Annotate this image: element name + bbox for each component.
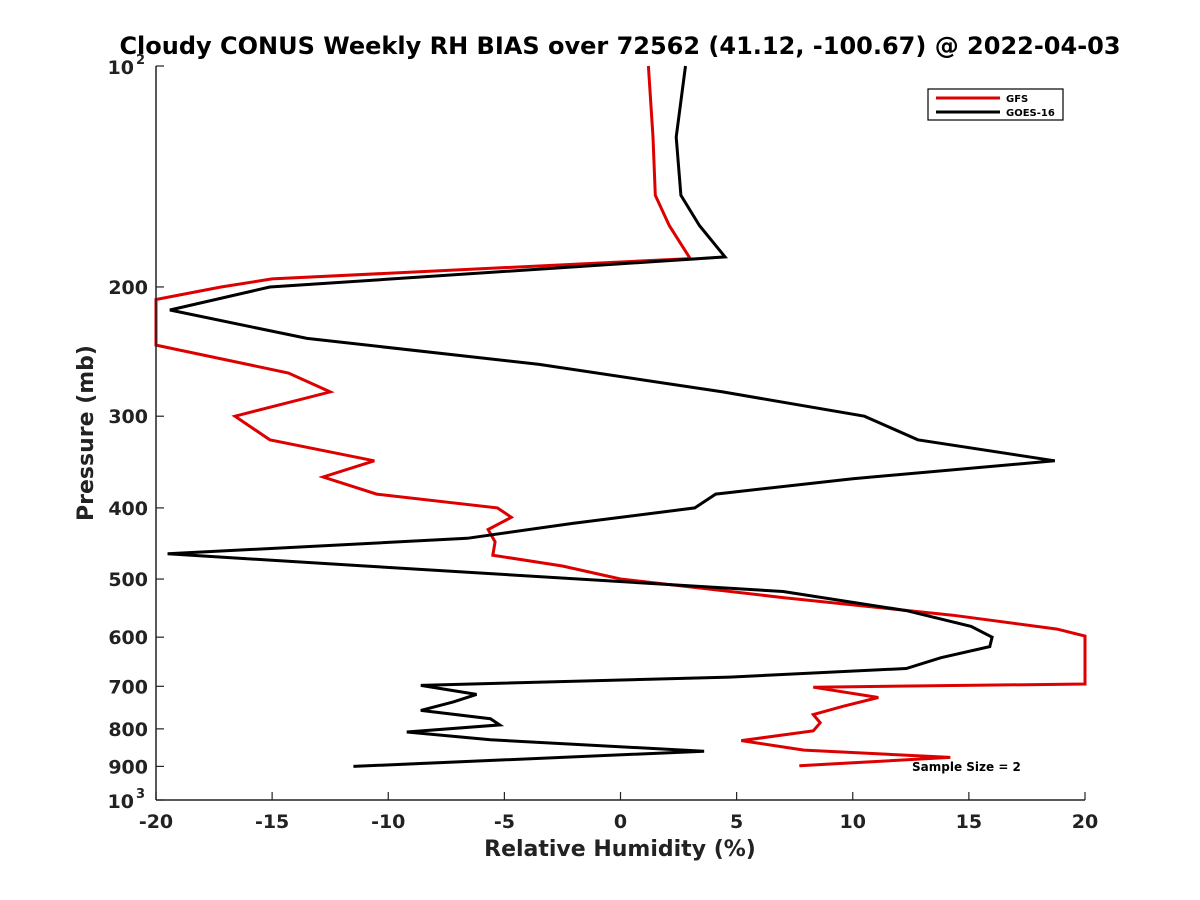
y-tick-exponent: 3	[136, 787, 145, 802]
sample-size-annotation: Sample Size = 2	[912, 760, 1021, 774]
x-tick-label: 15	[956, 811, 982, 833]
legend-label: GOES-16	[1006, 108, 1055, 119]
x-tick-label: 20	[1072, 811, 1098, 833]
legend: GFS GOES-16	[927, 88, 1064, 121]
x-ticks: -20 -15 -10 -5 0 5 10 15 20	[139, 792, 1098, 833]
y-tick-label: 300	[108, 406, 148, 428]
x-axis-label: Relative Humidity (%)	[484, 837, 756, 862]
x-tick-label: -20	[139, 811, 173, 833]
y-tick-label: 800	[108, 719, 148, 741]
y-tick-label: 900	[108, 756, 148, 778]
series-line-goes-16	[167, 65, 1056, 768]
x-tick-label: 10	[840, 811, 866, 833]
x-tick-label: -10	[371, 811, 405, 833]
x-tick-label: -5	[494, 811, 515, 833]
x-tick-label: 0	[614, 811, 627, 833]
plot-area: -20 -15 -10 -5 0 5 10 15 20 10 220030040050060070…	[108, 53, 1099, 833]
y-tick-label: 10	[108, 57, 134, 79]
y-tick-label: 600	[108, 627, 148, 649]
x-tick-label: 5	[730, 811, 743, 833]
y-tick-label: 400	[108, 498, 148, 520]
y-tick-label: 200	[108, 277, 148, 299]
y-tick-exponent: 2	[136, 53, 145, 68]
x-tick-label: -15	[255, 811, 289, 833]
y-tick-label: 500	[108, 569, 148, 591]
y-axis-label: Pressure (mb)	[74, 345, 99, 521]
y-tick-label: 10	[108, 791, 134, 813]
legend-box	[927, 88, 1064, 121]
series-layer	[154, 65, 1087, 768]
legend-label: GFS	[1006, 94, 1028, 105]
y-tick-label: 700	[108, 676, 148, 698]
plot-frame-bg	[156, 66, 1085, 800]
chart-title: Cloudy CONUS Weekly RH BIAS over 72562 (…	[119, 32, 1120, 60]
